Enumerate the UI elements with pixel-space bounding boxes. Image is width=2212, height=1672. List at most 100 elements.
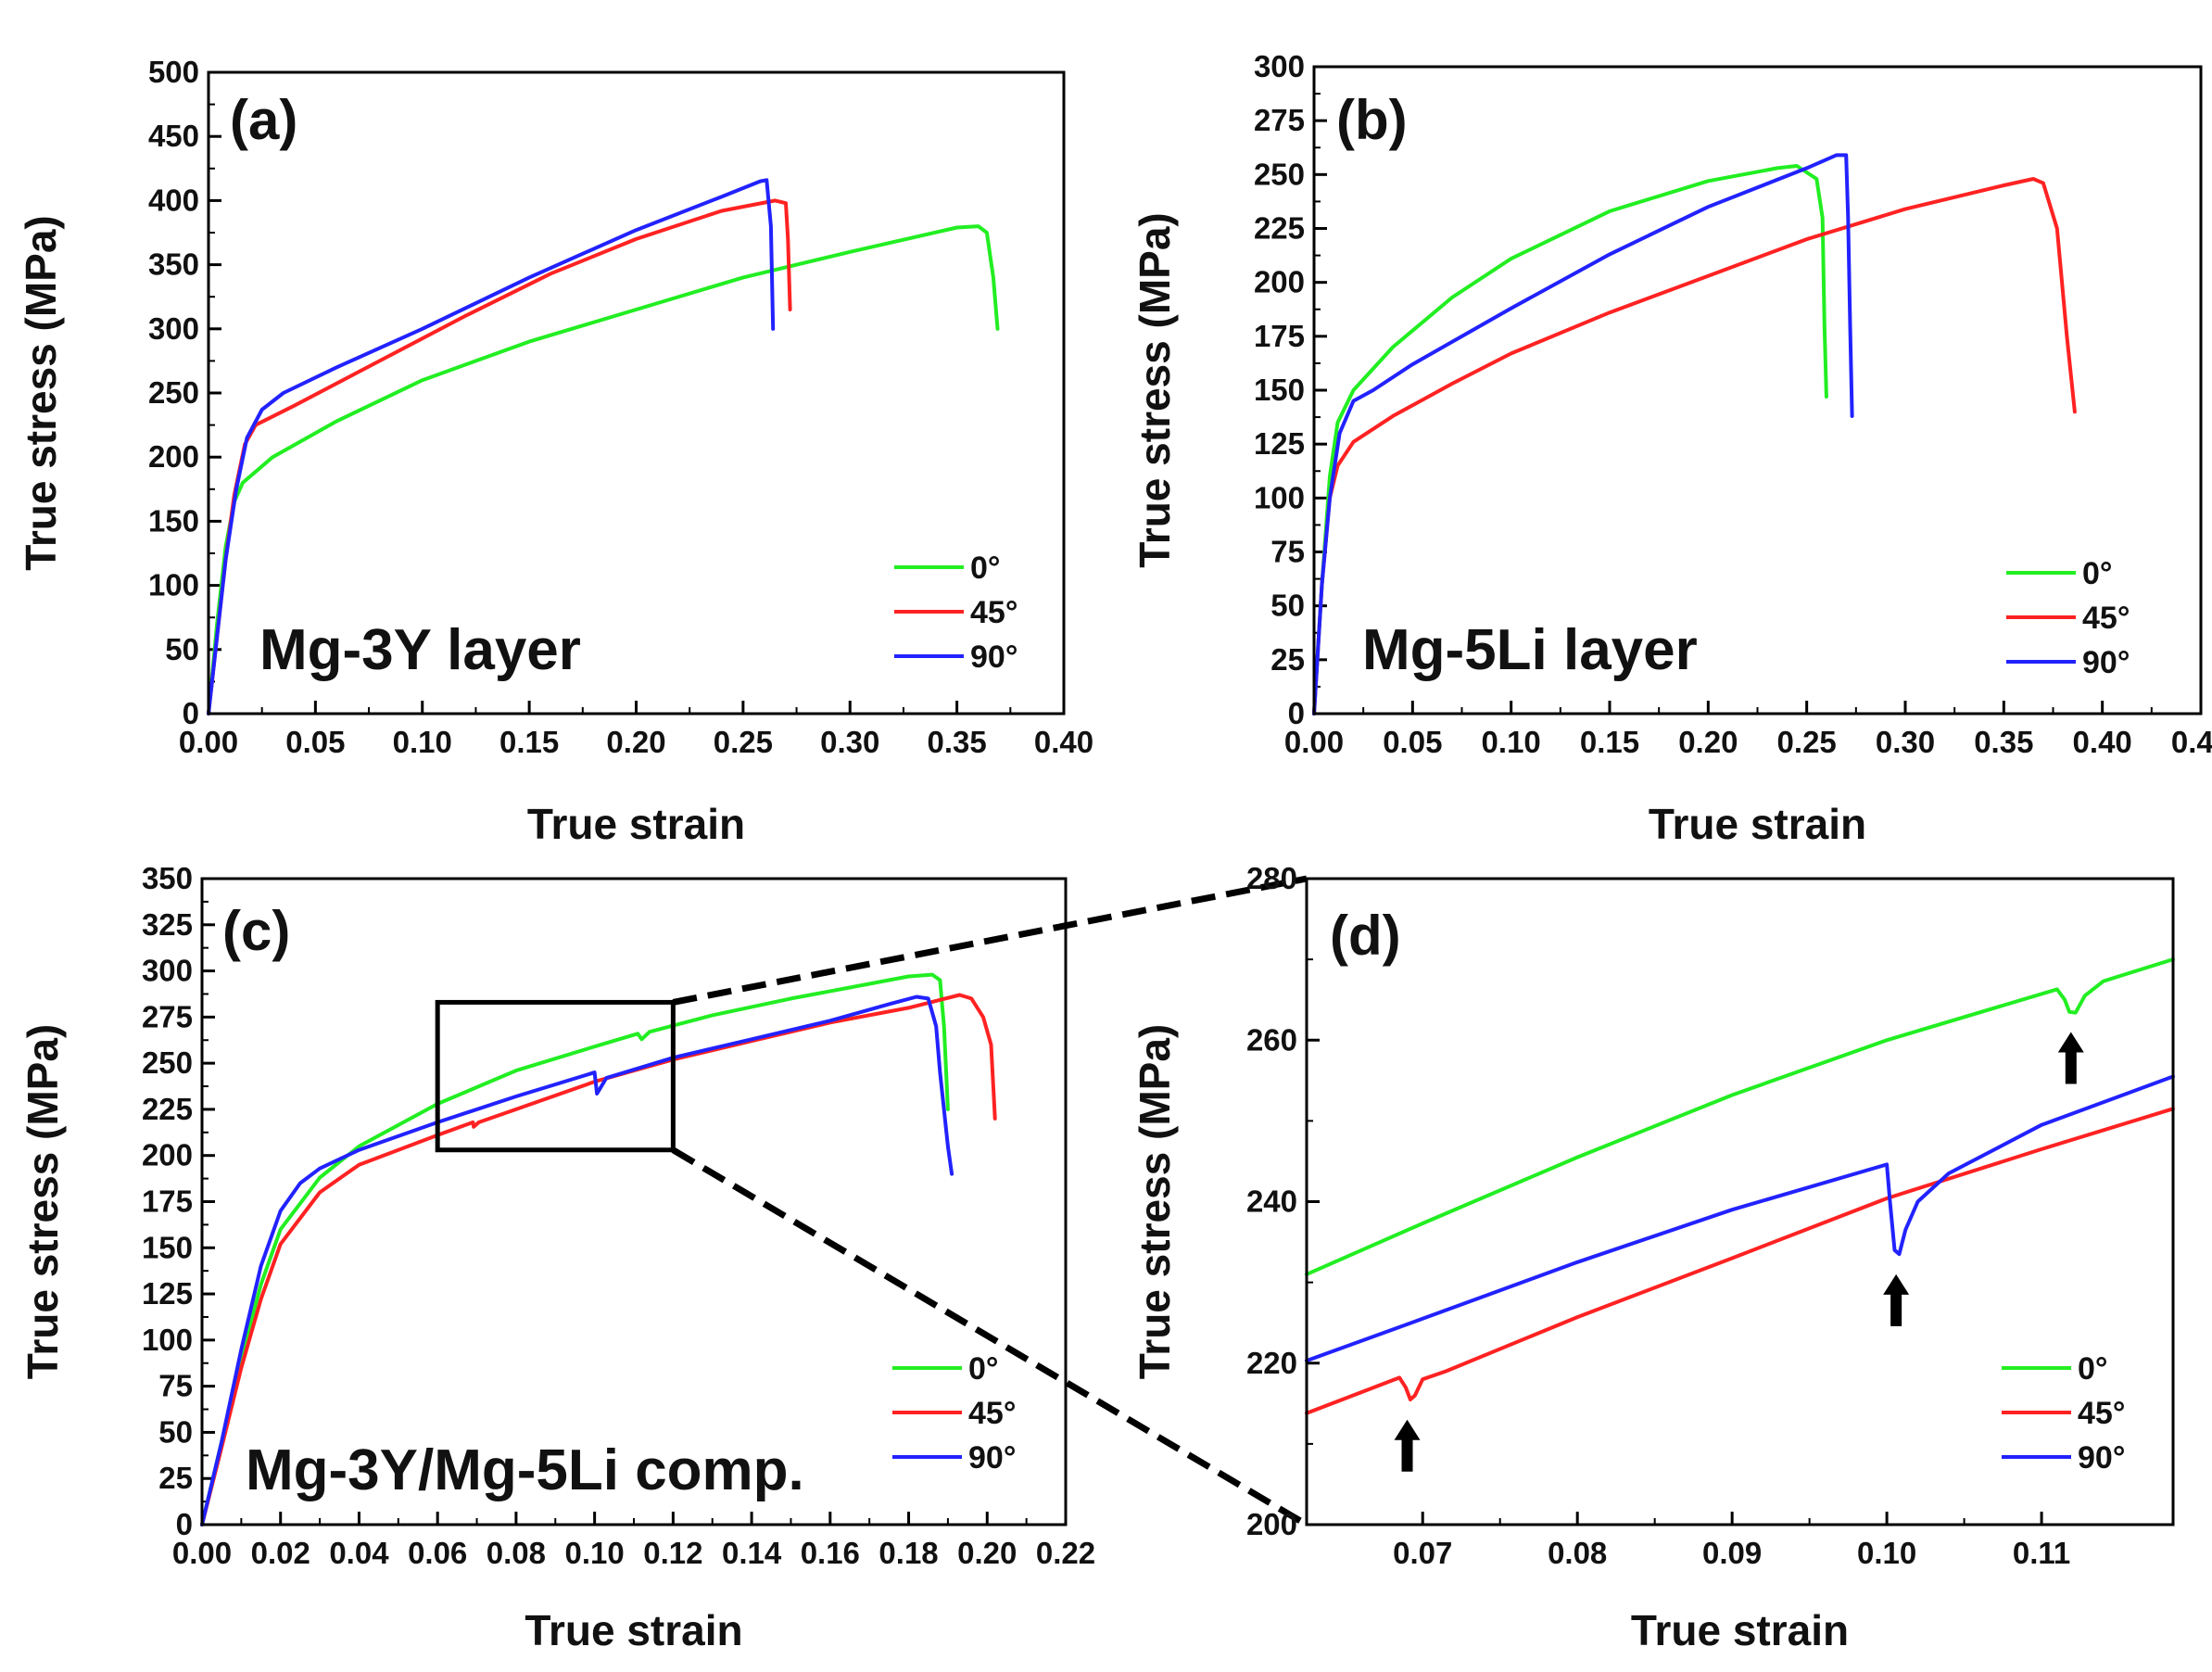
x-tick-label: 0.25 [714,725,773,759]
x-tick-label: 0.15 [499,725,559,759]
panel-label: (c) [222,900,290,962]
x-tick-label: 0.20 [1678,725,1738,759]
panel-label: (b) [1336,89,1408,151]
y-tick-label: 250 [142,1045,193,1080]
legend-label: 90° [2078,1440,2125,1476]
y-tick-label: 25 [1270,642,1305,677]
y-tick-label: 175 [142,1184,193,1219]
legend-label: 45° [2078,1396,2125,1431]
y-tick-label: 50 [165,632,199,666]
x-axis-title: True strain [1649,800,1866,848]
y-tick-label: 0 [183,696,199,730]
x-tick-label: 0.04 [329,1536,389,1570]
y-tick-label: 125 [1254,426,1305,461]
y-tick-label: 325 [142,907,193,942]
plot-frame [1305,877,2175,1526]
legend-label: 45° [970,595,1018,630]
y-tick-label: 350 [142,861,193,895]
x-tick-label: 0.00 [179,725,238,759]
y-tick-label: 280 [1246,861,1297,895]
panel-annotation: Mg-3Y/Mg-5Li comp. [246,1438,804,1502]
y-tick-label: 75 [1270,535,1305,569]
panel-annotation: Mg-3Y layer [259,618,581,682]
x-tick-label: 0.07 [1393,1536,1452,1570]
panel-annotation: Mg-5Li layer [1362,618,1698,682]
series-line-90deg [200,994,954,1526]
series-line-90deg [1312,153,1854,716]
series-line-0deg [1305,957,2175,1276]
y-axis-title: True stress (MPa) [19,1024,67,1379]
legend-label: 0° [970,551,1001,586]
y-tick-label: 225 [142,1092,193,1126]
y-tick-label: 300 [148,311,199,346]
y-tick-label: 0 [176,1507,193,1541]
y-tick-label: 250 [148,375,199,410]
y-tick-label: 220 [1246,1346,1297,1380]
y-tick-label: 225 [1254,211,1305,246]
x-tick-label: 0.08 [487,1536,546,1570]
y-tick-label: 100 [1254,480,1305,514]
y-tick-label: 350 [148,247,199,282]
series-line-45deg [1312,177,2077,716]
x-tick-label: 0.45 [2171,725,2212,759]
y-tick-label: 300 [1254,49,1305,83]
plot-frame [1312,65,2203,716]
x-tick-label: 0.18 [878,1536,938,1570]
zoom-connector-bottom [671,1146,1308,1528]
arrow-icon [2057,1032,2084,1084]
x-tick-label: 0.30 [1876,725,1935,759]
x-tick-label: 0.20 [606,725,665,759]
y-tick-label: 50 [1270,589,1305,623]
legend-label: 90° [968,1440,1016,1476]
x-tick-label: 0.30 [820,725,879,759]
y-tick-label: 275 [1254,103,1305,137]
x-tick-label: 0.02 [251,1536,310,1570]
y-tick-label: 275 [142,999,193,1033]
series-line-0deg [1312,164,1828,716]
arrow-icon [1883,1273,1910,1326]
zoom-connector-lines [671,875,1308,1528]
arrow-icon [1394,1419,1421,1472]
series-line-45deg [1305,1107,2175,1415]
x-tick-label: 0.10 [1857,1536,1916,1570]
series-line-90deg [1305,1074,2175,1363]
y-tick-label: 125 [142,1276,193,1311]
y-axis-title: True stress (MPa) [1131,212,1179,567]
x-tick-label: 0.35 [928,725,987,759]
legend-label: 90° [2082,645,2130,680]
panel-a: 0.00 0.05 0.10 0.15 0.20 0.25 0.30 0.35 0.40 0 50 1… [17,55,1093,848]
y-tick-label: 150 [1254,373,1305,407]
panel-d: 0.07 0.08 0.09 0.10 0.11 200 220 240 260 280 (d) 0°… [1131,861,2175,1654]
legend-label: 90° [970,640,1018,675]
y-tick-label: 250 [1254,157,1305,191]
y-tick-label: 200 [1246,1507,1297,1541]
x-tick-label: 0.35 [1974,725,2033,759]
x-axis-title: True strain [1631,1606,1849,1654]
legend-label: 45° [2082,601,2130,636]
x-tick-label: 0.12 [643,1536,702,1570]
zoom-connector-top [672,875,1308,1006]
y-tick-label: 200 [148,439,199,474]
x-tick-label: 0.06 [408,1536,467,1570]
series-line-45deg [200,993,997,1526]
y-tick-label: 400 [148,183,199,217]
panel-label: (a) [230,89,297,151]
legend-label: 0° [2078,1351,2108,1387]
x-tick-label: 0.25 [1777,725,1837,759]
y-tick-label: 0 [1288,696,1305,730]
x-tick-label: 0.00 [1284,725,1344,759]
x-tick-label: 0.11 [2013,1536,2070,1570]
legend-label: 45° [968,1396,1016,1431]
x-tick-label: 0.22 [1036,1536,1095,1570]
x-tick-label: 0.10 [393,725,452,759]
panel-label: (d) [1330,905,1401,967]
x-tick-label: 0.05 [285,725,345,759]
x-tick-label: 0.14 [722,1536,782,1570]
x-tick-label: 0.20 [957,1536,1017,1570]
plot-frame [207,70,1066,716]
series-line-0deg [200,972,950,1526]
y-tick-label: 25 [158,1461,193,1495]
x-axis-title: True strain [527,800,745,848]
x-tick-label: 0.10 [1482,725,1541,759]
